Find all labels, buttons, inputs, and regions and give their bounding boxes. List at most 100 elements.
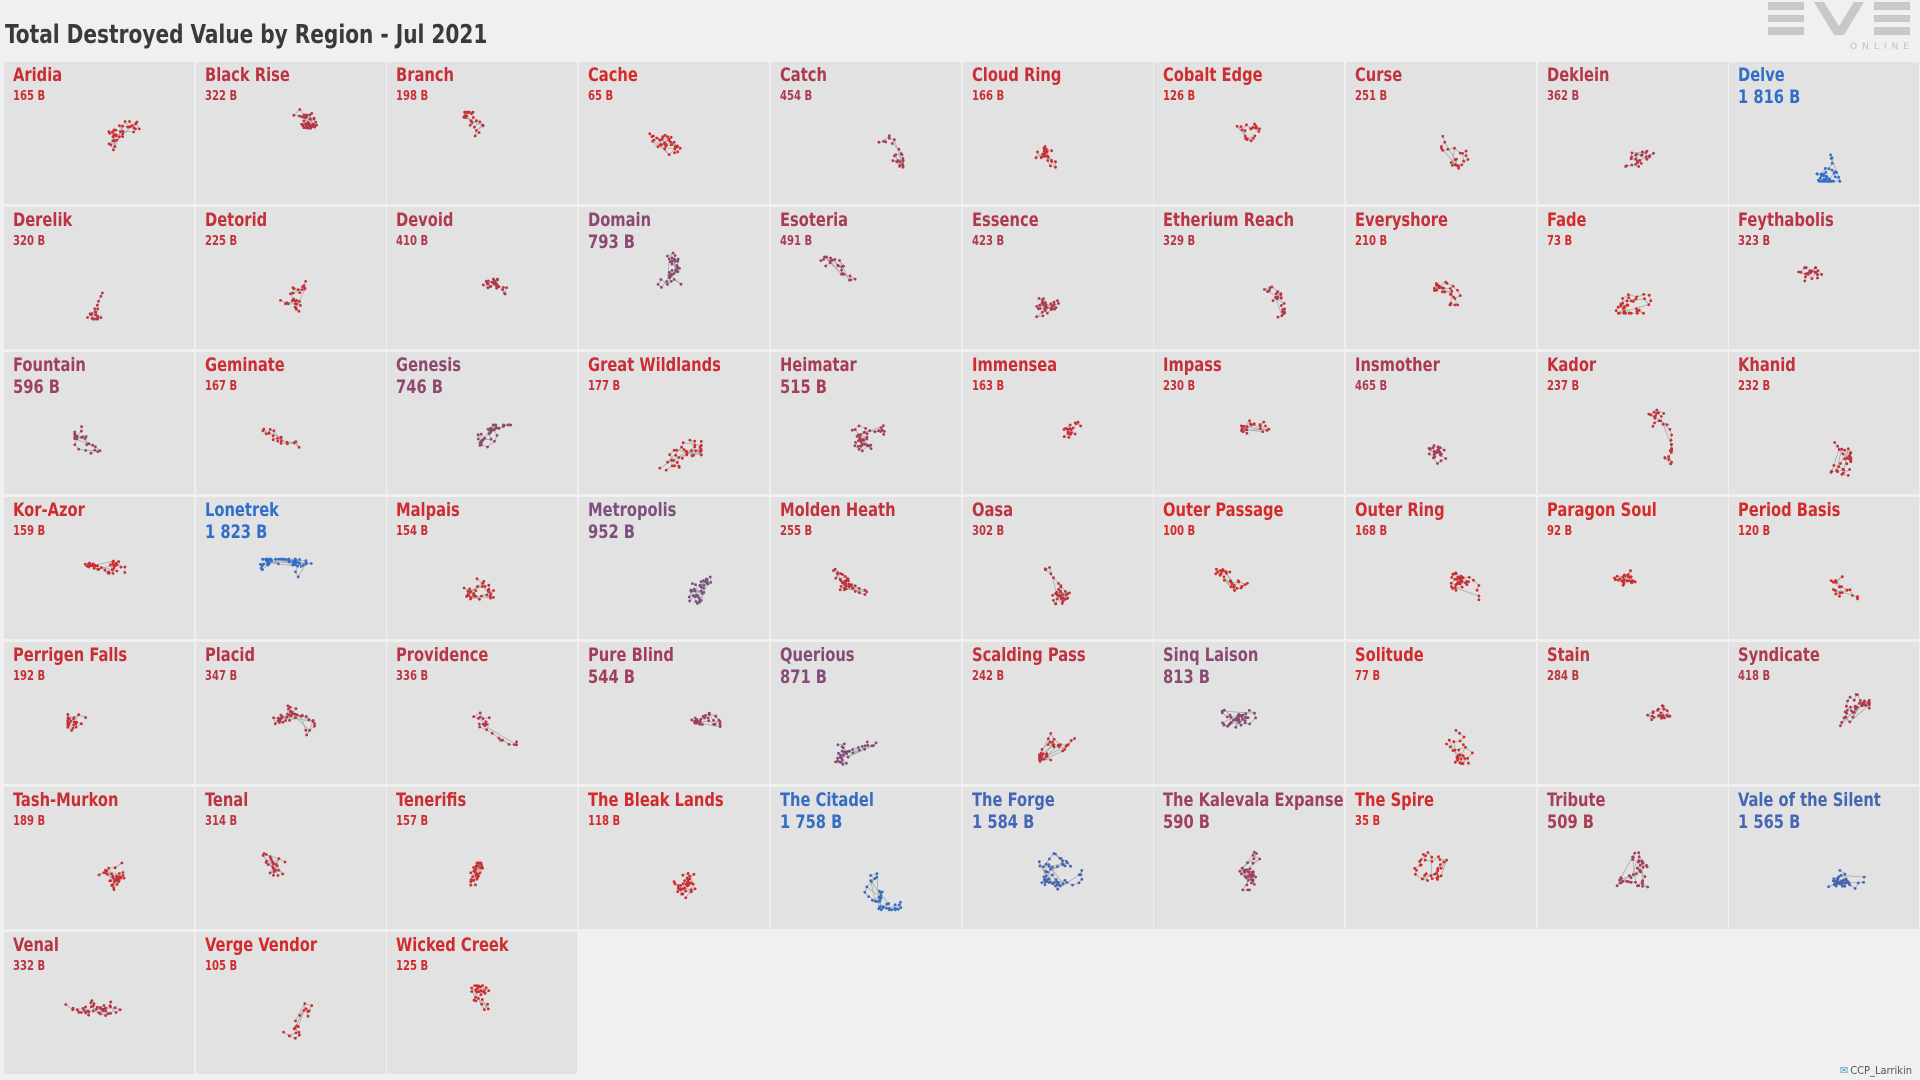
system-dot [280,557,284,561]
system-dot [115,569,119,573]
system-dot [297,309,300,313]
map-link [1840,712,1848,726]
system-dot [1444,457,1448,460]
system-dot [1658,419,1662,423]
region-value: 163 B [971,379,1004,394]
system-dot [301,563,305,567]
region-name: Catch [779,64,827,86]
system-dot [1661,412,1665,415]
system-dot [276,868,280,872]
system-dot [99,1012,102,1016]
system-dot [117,135,121,139]
region-tile: Cloud Ring 166 B [962,62,1153,204]
system-dot [1225,572,1228,575]
system-dot [1442,448,1446,452]
system-dot [1458,151,1462,155]
system-dot [656,145,660,149]
system-dot [1276,315,1280,319]
system-dot [1849,456,1853,460]
system-dot [487,989,491,993]
region-name: Tenal [204,789,248,811]
system-dot [858,433,862,437]
system-dot [833,567,837,571]
system-dot [1627,579,1631,583]
system-dot [271,862,275,866]
system-dot [698,584,702,588]
region-map [1623,149,1655,168]
system-dot [278,718,282,722]
system-dot [1631,300,1635,303]
map-link [880,892,892,911]
region-map [261,852,287,877]
system-dot [468,590,472,594]
system-dot [1665,709,1669,713]
system-dot [472,715,476,718]
eve-logo-icon: ONLINE [1768,2,1910,52]
system-dot [486,723,490,726]
system-dot [101,291,104,295]
system-dot [1252,423,1256,426]
system-dot [1637,159,1641,162]
system-dot [1254,126,1258,130]
system-dot [1248,722,1252,726]
system-dot [896,907,900,911]
region-name: The Forge [971,789,1055,811]
system-dot [295,564,299,568]
region-name: Black Rise [204,64,290,86]
system-dot [703,716,706,720]
system-dot [1620,579,1623,583]
system-dot [1042,149,1046,153]
region-name: Devoid [396,209,454,231]
system-dot [690,718,694,722]
region-map [687,575,713,605]
system-dot [691,882,695,886]
system-dot [1810,277,1814,280]
system-dot [648,132,652,136]
credit[interactable]: ✉ CCP_Larrikin [1840,1064,1912,1077]
system-dot [875,900,878,903]
system-dot [298,304,302,307]
system-dot [672,448,676,452]
system-dot [670,269,674,272]
region-map [850,424,886,453]
system-dot [1626,573,1630,576]
system-dot [841,272,844,275]
system-dot [1467,575,1471,579]
system-dot [282,557,286,561]
system-dot [1044,874,1048,878]
system-dot [1279,292,1283,295]
system-dot [99,1007,102,1010]
system-dot [1247,878,1250,882]
system-dot [674,269,678,273]
region-name: Metropolis [588,499,677,521]
system-dot [1261,430,1265,433]
system-dot [1634,152,1638,156]
system-dot [1845,457,1849,460]
system-dot [475,990,479,994]
region-tile: Esoteria 491 B [770,207,961,349]
system-dot [293,716,297,720]
system-dot [1466,580,1470,584]
system-dot [1056,582,1060,585]
system-dot [1836,444,1840,448]
system-dot [1068,423,1072,427]
system-dot [1846,699,1850,703]
system-dot [86,316,89,319]
system-dot [893,903,897,907]
system-dot [294,1031,298,1035]
system-dot [468,587,472,591]
system-dot [1238,869,1242,873]
system-dot [1656,714,1660,717]
system-dot [1621,879,1624,883]
region-name: Feythabolis [1738,209,1835,231]
system-dot [91,443,95,447]
map-link [268,433,281,438]
system-dot [1246,861,1250,864]
system-dot [1251,879,1255,883]
map-link [1275,297,1283,316]
system-dot [1255,852,1259,855]
system-dot [861,438,865,442]
system-dot [865,740,869,744]
system-dot [1636,884,1640,887]
region-value: 1 758 B [779,811,843,833]
